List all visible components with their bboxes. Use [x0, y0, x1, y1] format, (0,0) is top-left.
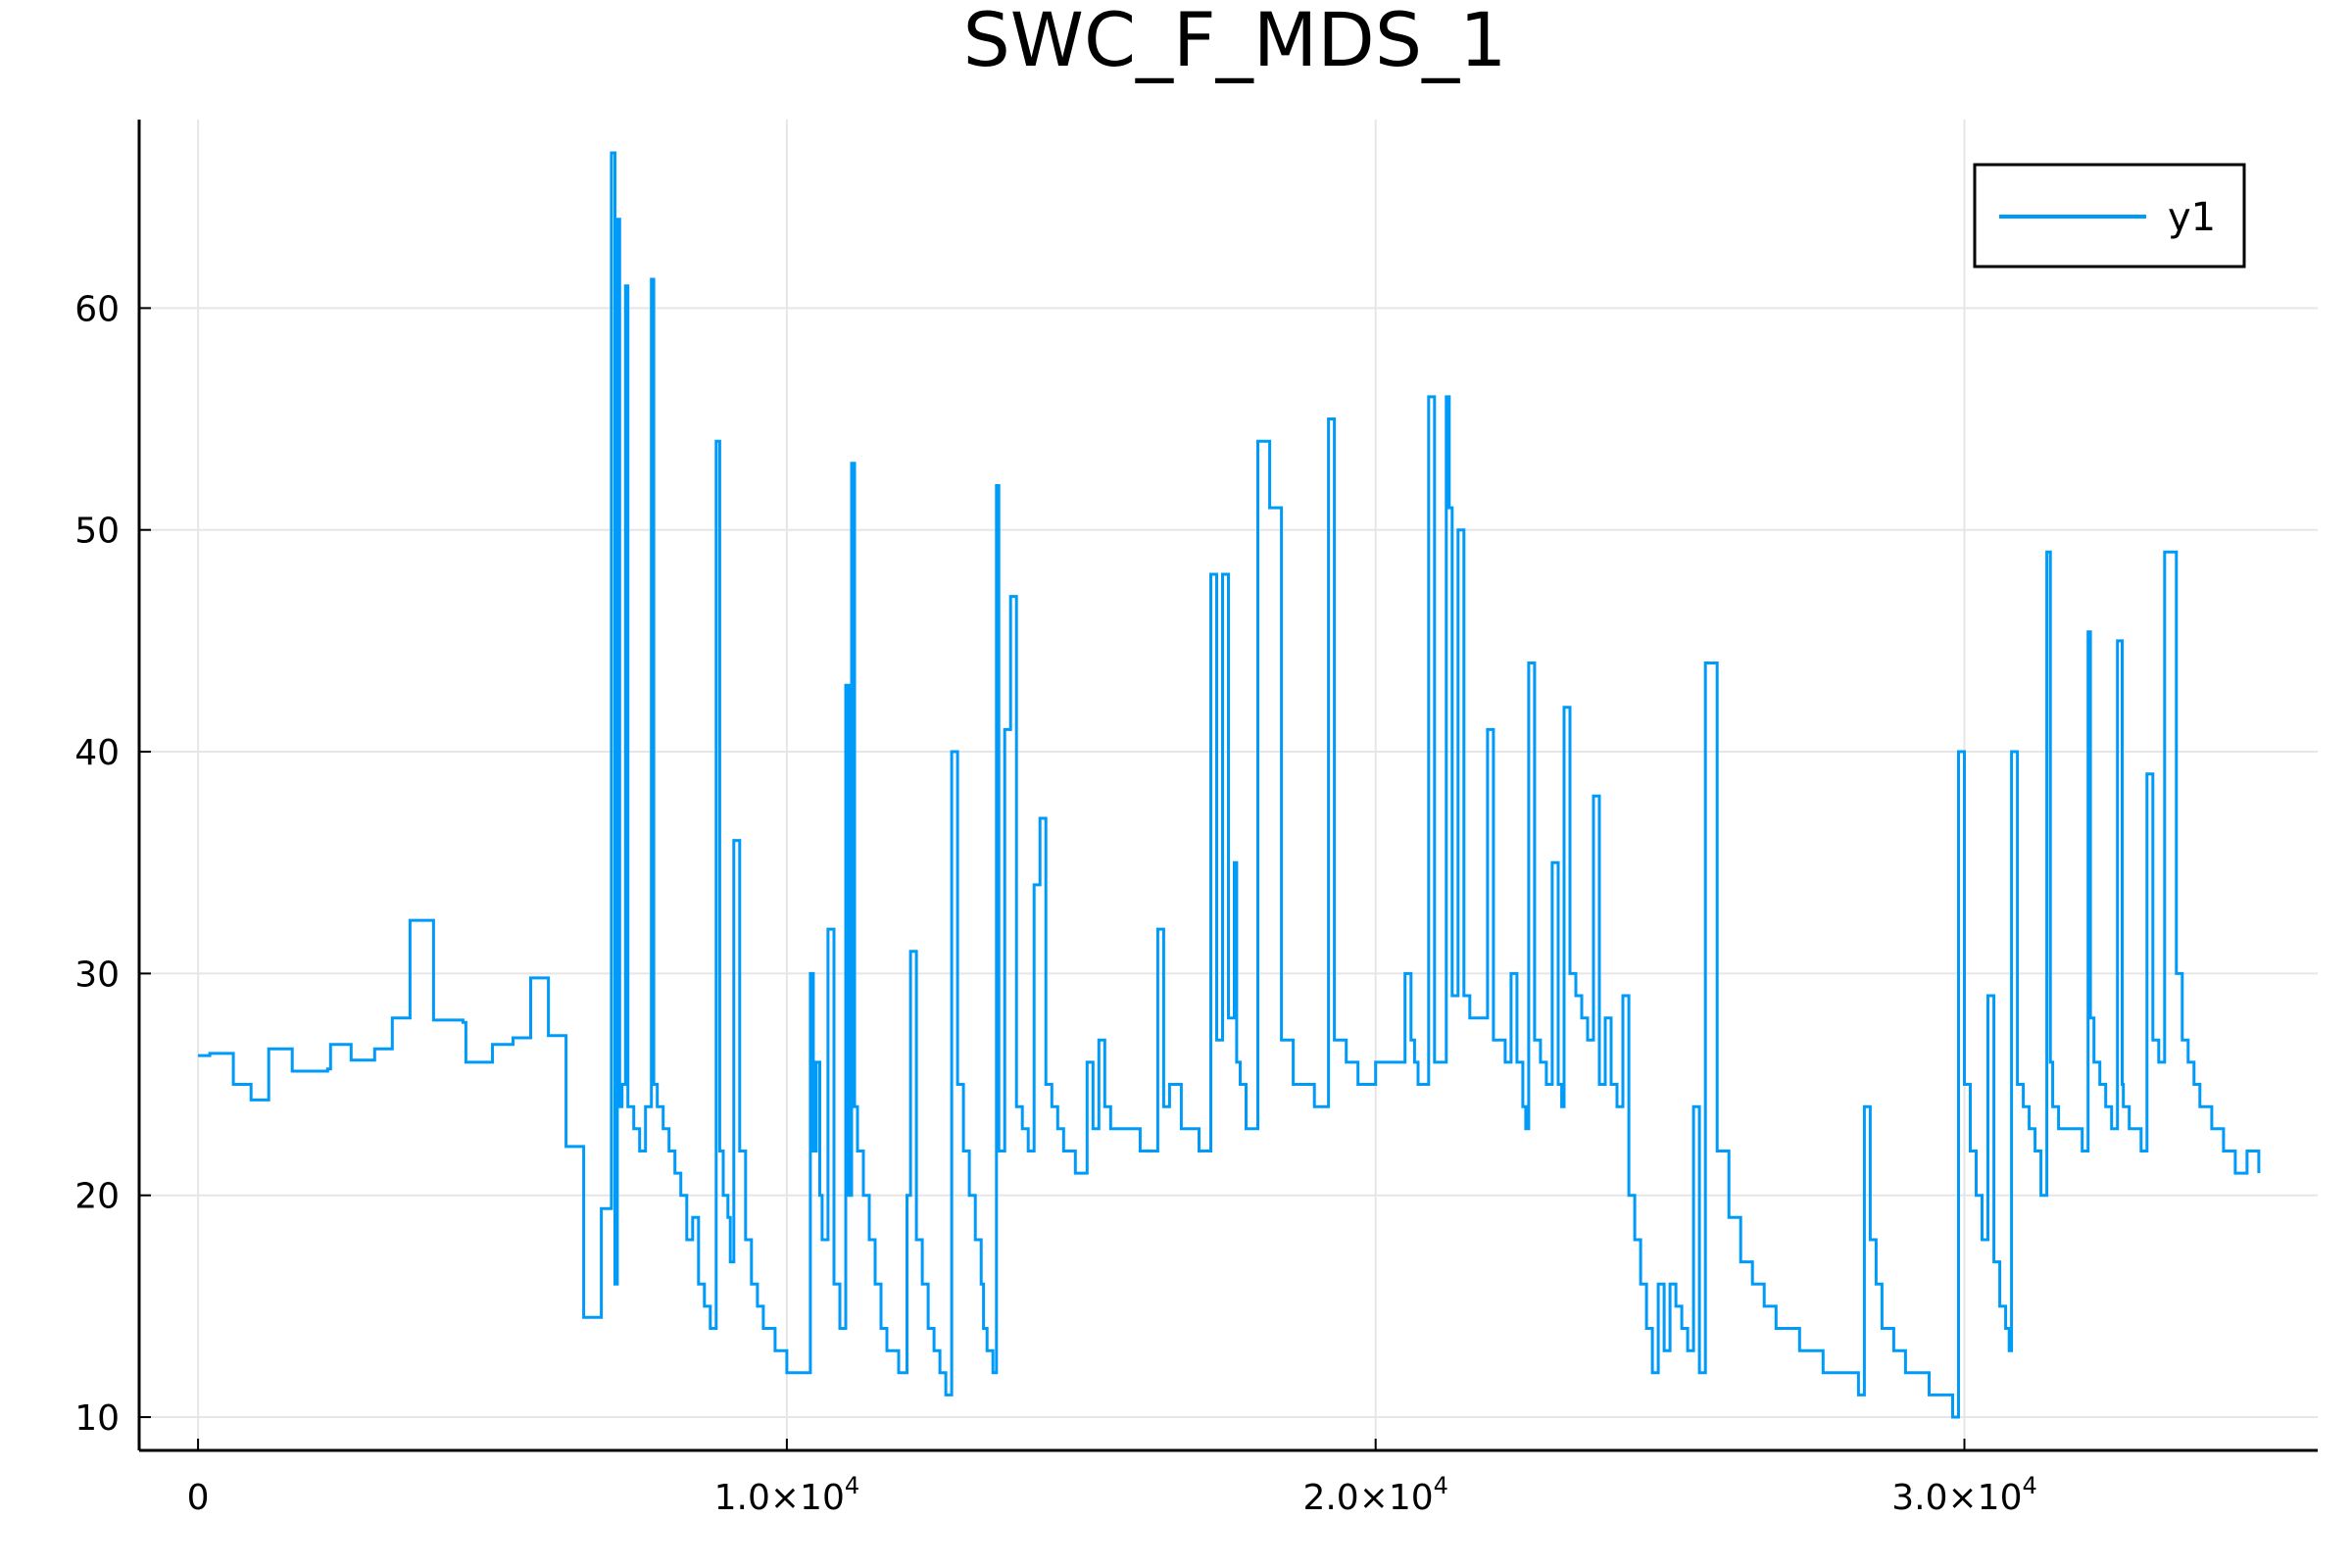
- y-tick-label: 10: [74, 1398, 120, 1439]
- x-tick-label: 1.0×104: [714, 1472, 860, 1518]
- y-tick-label: 60: [74, 289, 120, 329]
- y-tick-label: 30: [74, 955, 120, 995]
- x-tick-label: 0: [187, 1478, 210, 1518]
- grid-lines: [139, 120, 2318, 1450]
- axes: [137, 120, 2318, 1452]
- y-tick-label: 20: [74, 1177, 120, 1217]
- y-tick-label: 40: [74, 733, 120, 773]
- legend-label-y1: y1: [2168, 195, 2216, 240]
- y-tick-label: 50: [74, 512, 120, 552]
- legend: y1: [1973, 163, 2246, 269]
- x-tick-label: 3.0×104: [1891, 1472, 2037, 1518]
- plot-area: [198, 151, 2261, 1419]
- tick-labels: 0 1.0×104 2.0×104 3.0×104 10 20 30 40 50 60: [74, 289, 2037, 1518]
- series-line-y1: [198, 151, 2261, 1419]
- chart-title: SWC_F_MDS_1: [963, 0, 1507, 83]
- x-tick-label: 2.0×104: [1302, 1472, 1448, 1518]
